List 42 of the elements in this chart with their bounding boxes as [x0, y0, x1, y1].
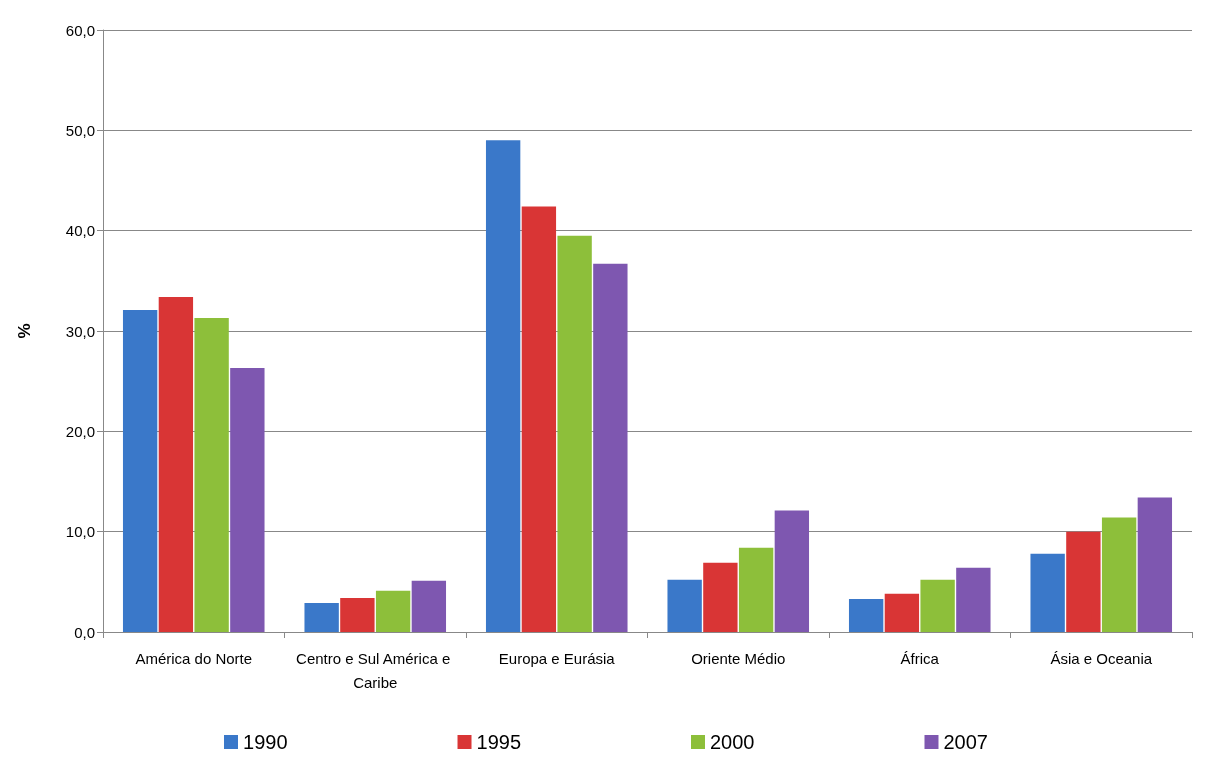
bar	[194, 317, 229, 632]
legend-label: 2007	[943, 731, 988, 753]
bar	[956, 567, 991, 632]
y-tick-label: 60,0	[65, 21, 95, 39]
legend-label: 2000	[710, 731, 755, 753]
bar	[230, 368, 265, 632]
bar	[738, 547, 774, 632]
bar	[411, 580, 447, 632]
bar	[158, 296, 194, 632]
bar	[848, 598, 884, 632]
bar	[304, 602, 339, 632]
y-axis-title: %	[15, 323, 34, 339]
bar	[774, 510, 810, 632]
bar	[1137, 497, 1173, 632]
bar	[920, 579, 955, 632]
x-tick-label: Europa e Eurásia	[498, 649, 616, 667]
y-tick-label: 20,0	[65, 422, 95, 440]
bar	[1101, 517, 1137, 632]
x-tick-label: Oriente Médio	[691, 649, 786, 667]
bar	[1030, 553, 1065, 632]
bar	[667, 579, 702, 632]
bar	[375, 590, 411, 632]
bar	[593, 263, 628, 632]
y-tick-label: 30,0	[65, 322, 95, 340]
legend-label: 1990	[243, 731, 288, 753]
y-tick-label: 50,0	[65, 121, 95, 139]
legend-label: 1995	[476, 731, 522, 753]
bar	[703, 562, 738, 632]
x-tick-label: Centro e Sul América e Caribe	[296, 649, 455, 691]
bar	[521, 206, 557, 632]
x-tick-label: África	[900, 649, 940, 667]
bar	[1066, 531, 1101, 632]
x-tick-label: Ásia e Oceania	[1050, 649, 1153, 667]
x-tick-label: América do Norte	[135, 649, 253, 667]
bar	[557, 235, 592, 632]
bar	[485, 140, 521, 632]
bar	[884, 593, 920, 632]
y-tick-label: 40,0	[65, 222, 95, 240]
y-tick-label: 10,0	[65, 523, 95, 541]
y-tick-label: 0,0	[74, 623, 95, 641]
bar	[122, 309, 158, 632]
bar	[340, 597, 375, 632]
